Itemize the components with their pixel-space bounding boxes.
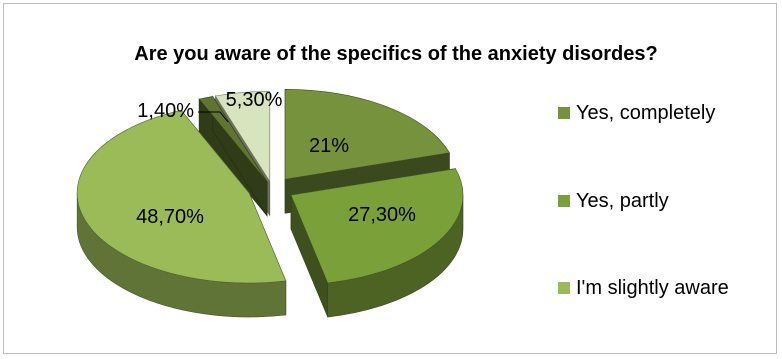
legend-label-2: Yes, partly [576,190,669,212]
data-label-4: 1,40% [137,100,194,122]
legend-label-3: I'm slightly aware [576,277,729,299]
pie-slice-top [76,110,287,284]
legend-swatch-3 [558,282,570,294]
pie-slice-3 [76,109,287,318]
data-label-2: 27,30% [348,204,416,226]
pie-slice-top [284,88,450,180]
chart-title: Are you aware of the specifics of the an… [134,43,658,65]
legend-label-1: Yes, completely [576,102,715,124]
pie-slice-4 [198,95,268,217]
legend-swatch-1 [558,107,570,119]
leader-line [198,111,229,123]
data-labels: 21% 27,30% 48,70% 1,40% 5,30% [136,89,416,228]
legend: Yes, completely Yes, partly I'm slightly a… [558,102,729,299]
pie-slice-top [214,91,271,183]
chart-frame: Are you aware of the specifics of the an… [3,3,777,354]
data-label-3: 48,70% [136,206,204,228]
pie-slice-top [290,168,464,284]
pie-slices [76,88,464,318]
pie-chart: Are you aware of the specifics of the an… [76,43,729,318]
pie-slice-2 [290,168,464,318]
pie-slice-top [198,96,268,182]
data-label-1: 21% [309,135,349,157]
legend-swatch-2 [558,195,570,207]
data-label-5: 5,30% [226,89,283,111]
